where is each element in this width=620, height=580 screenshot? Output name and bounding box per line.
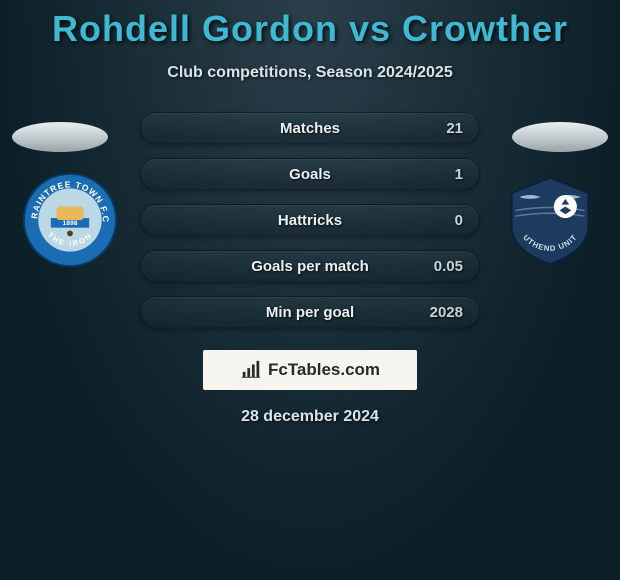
fctables-badge[interactable]: FcTables.com — [203, 350, 417, 390]
stats-container: Matches 21 Goals 1 Hattricks 0 Goals per… — [70, 112, 550, 328]
stat-label: Hattricks — [278, 212, 342, 229]
stat-label: Goals per match — [251, 258, 369, 275]
stat-row: Min per goal 2028 — [140, 296, 480, 328]
bar-chart-icon — [240, 359, 262, 381]
stat-label: Matches — [280, 120, 340, 137]
date-text: 28 december 2024 — [0, 408, 620, 426]
stat-value: 0 — [455, 212, 463, 229]
stat-row: Matches 21 — [140, 112, 480, 144]
stat-label: Min per goal — [266, 304, 354, 321]
stat-row: Hattricks 0 — [140, 204, 480, 236]
stat-value: 2028 — [430, 304, 463, 321]
fctables-text: FcTables.com — [268, 360, 380, 380]
stat-value: 1 — [455, 166, 463, 183]
stat-row: Goals per match 0.05 — [140, 250, 480, 282]
stat-value: 0.05 — [434, 258, 463, 275]
stat-label: Goals — [289, 166, 331, 183]
stat-row: Goals 1 — [140, 158, 480, 190]
subtitle: Club competitions, Season 2024/2025 — [0, 64, 620, 82]
stat-value: 21 — [446, 120, 463, 137]
page-title: Rohdell Gordon vs Crowther — [0, 0, 620, 50]
